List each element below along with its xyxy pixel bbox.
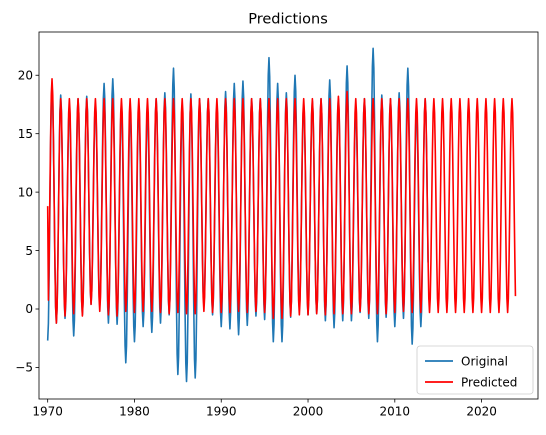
x-tick-label: 1980 xyxy=(119,405,150,419)
plot-frame xyxy=(38,31,539,400)
y-axis: −5 0 5 10 15 20 xyxy=(15,68,39,375)
y-tick-label: 10 xyxy=(18,185,33,199)
y-tick-label: 20 xyxy=(18,68,33,82)
series-line-predicted xyxy=(46,77,517,324)
y-tick-label: 0 xyxy=(25,302,33,316)
x-tick-label: 2000 xyxy=(293,405,324,419)
series-layer xyxy=(46,47,517,383)
x-tick-label: 1970 xyxy=(32,405,63,419)
y-tick-label: 15 xyxy=(18,127,33,141)
legend: Original Predicted xyxy=(416,345,534,395)
legend-label-original: Original xyxy=(461,354,508,368)
y-tick-label: 5 xyxy=(25,244,33,258)
chart-title: Predictions xyxy=(248,12,328,28)
x-tick-label: 2010 xyxy=(380,405,411,419)
x-axis: 1970 1980 1990 2000 2010 2020 xyxy=(32,399,497,419)
legend-label-predicted: Predicted xyxy=(461,375,517,389)
y-tick-label: −5 xyxy=(15,361,33,375)
x-tick-label: 2020 xyxy=(466,405,497,419)
x-tick-label: 1990 xyxy=(206,405,237,419)
